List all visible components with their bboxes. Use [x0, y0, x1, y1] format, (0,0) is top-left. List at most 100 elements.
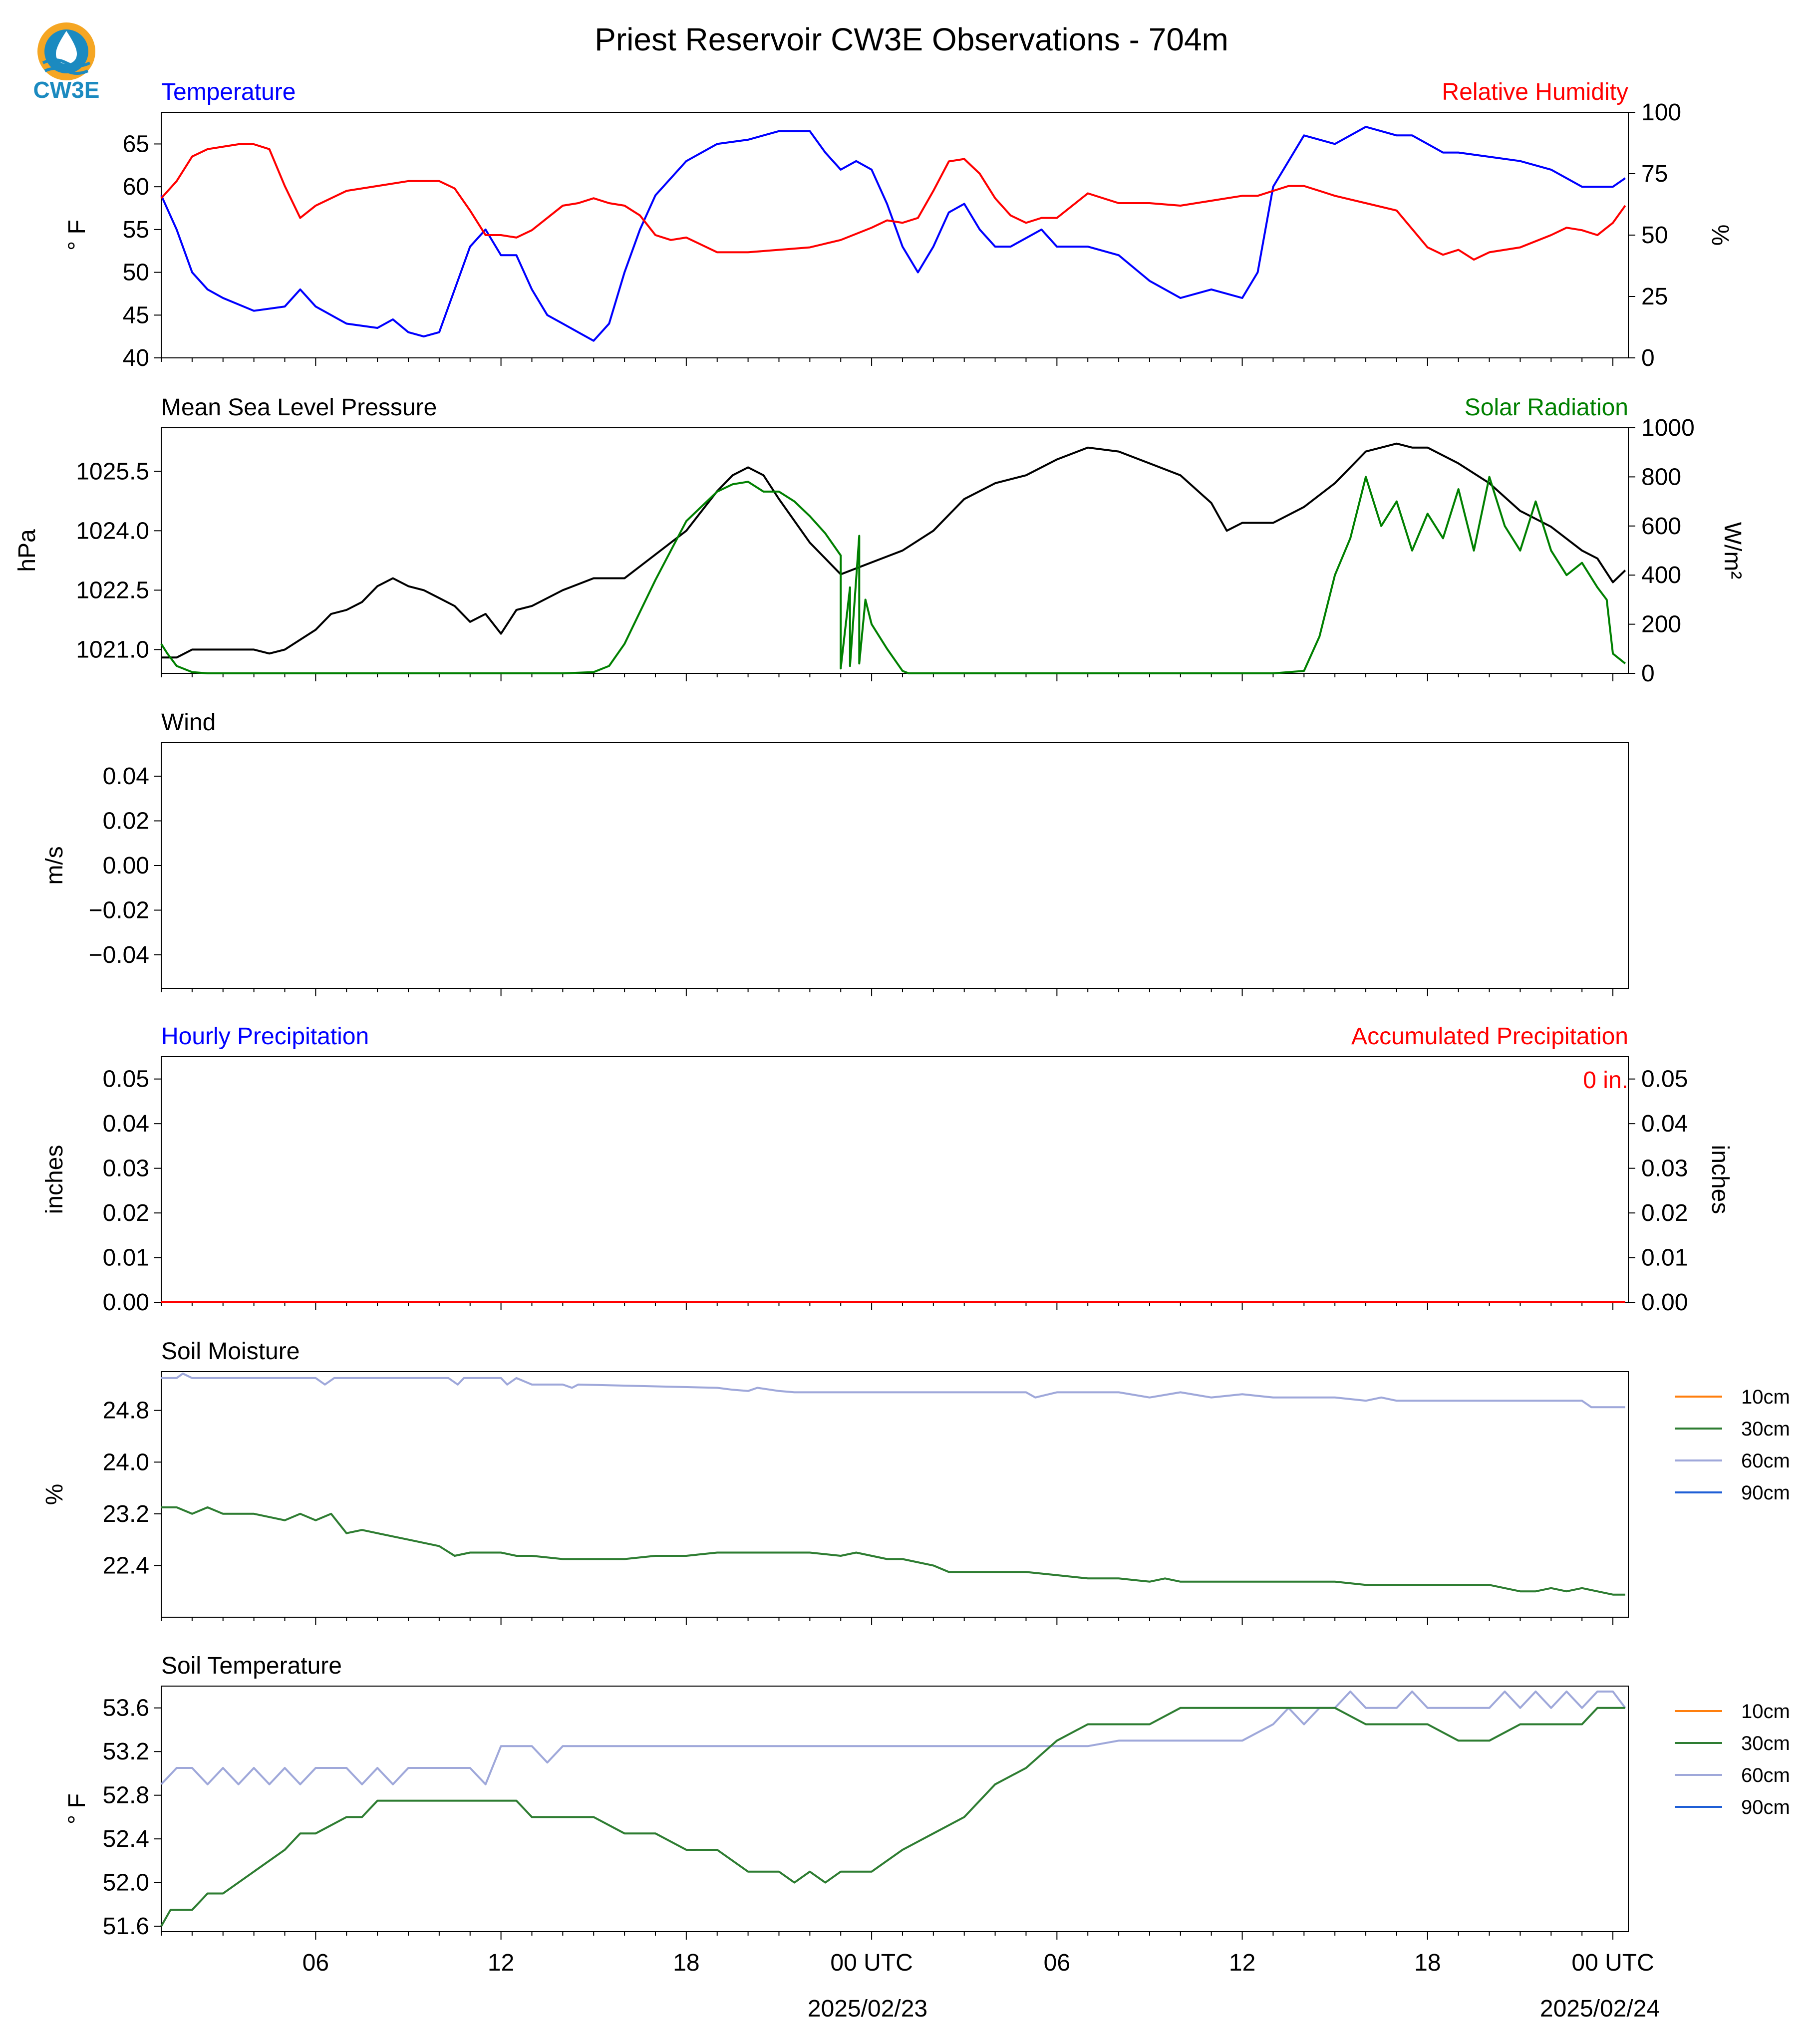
- panel-title-right: Solar Radiation: [1465, 394, 1628, 421]
- x-tick-label: 12: [488, 1950, 514, 1976]
- y-tick-label: 24.8: [103, 1398, 149, 1424]
- legend-label-60cm: 60cm: [1741, 1450, 1790, 1472]
- legend-label-30cm: 30cm: [1741, 1418, 1790, 1440]
- logo-drop-icon: [56, 31, 77, 64]
- y-tick-label-right: 0.05: [1641, 1066, 1688, 1093]
- x-tick-label: 12: [1229, 1950, 1255, 1976]
- x-tick-label: 00 UTC: [830, 1950, 912, 1976]
- panel-title-left: Temperature: [161, 79, 296, 105]
- series-line-soil-30cm: [160, 1707, 1625, 1927]
- panel-mean-sea-level-pressure: Mean Sea Level Pressure Solar Radiation 10…: [14, 394, 1746, 687]
- y-tick-label: 0.00: [103, 853, 149, 879]
- series-line-soil-30cm: [161, 1506, 1625, 1596]
- panel-soil-moisture: Soil Moisture 22.4 23.2 24.0 24.8% 10cm 30cm 60…: [41, 1338, 1790, 1625]
- y-tick-label: 22.4: [103, 1552, 149, 1579]
- panel-frame: [161, 427, 1629, 674]
- x-axis-tick-labels: 06 12 18 00 UTC 06 12 18 00 UTC: [303, 1950, 1654, 1976]
- x-date-label-1: 2025/02/23: [808, 1996, 927, 2022]
- series-line-humidity: [160, 143, 1626, 261]
- y-tick-label: 53.2: [103, 1738, 149, 1765]
- y-tick-label: 0.00: [103, 1289, 149, 1316]
- panel-hourly-precipitation: Hourly Precipitation Accumulated Precipit…: [41, 1023, 1733, 1316]
- legend-label-60cm: 60cm: [1741, 1764, 1790, 1786]
- y-axis-label-left: %: [41, 1484, 68, 1505]
- y-tick-label-right: 800: [1641, 464, 1681, 490]
- y-tick-label: 0.03: [103, 1156, 149, 1182]
- legend-label-10cm: 10cm: [1741, 1701, 1790, 1723]
- y-tick-label: −0.04: [89, 942, 149, 968]
- y-axis-label-right: %: [1707, 225, 1733, 246]
- legend-label-10cm: 10cm: [1741, 1386, 1790, 1408]
- y-tick-label-right: 25: [1641, 284, 1668, 310]
- panel-temperature: Temperature Relative Humidity 40 45 50 55 60 65…: [64, 79, 1733, 371]
- y-tick-label: 0.01: [103, 1245, 149, 1271]
- y-tick-label: 1024.0: [76, 518, 149, 544]
- y-tick-label-right: 600: [1641, 513, 1681, 540]
- legend-label-90cm: 90cm: [1741, 1482, 1790, 1504]
- y-tick-label: 52.0: [103, 1870, 149, 1896]
- y-tick-label-right: 50: [1641, 222, 1668, 249]
- panel-title-right: Accumulated Precipitation: [1351, 1023, 1628, 1050]
- y-tick-label-right: 0: [1641, 660, 1655, 687]
- x-tick-label: 06: [303, 1950, 329, 1976]
- legend-label-90cm: 90cm: [1741, 1796, 1790, 1818]
- panel-soil-temperature: Soil Temperature 51.6 52.0 52.4 52.8 53.2 53.6…: [64, 1653, 1790, 1940]
- y-tick-label-right: 0.03: [1641, 1156, 1688, 1182]
- y-axis-label-right: W/m²: [1719, 522, 1746, 579]
- cw3e-logo: CW3E: [33, 22, 100, 103]
- x-tick-label: 18: [1414, 1950, 1441, 1976]
- y-tick-label: 52.8: [103, 1782, 149, 1809]
- series-line-soil-60cm: [161, 1372, 1625, 1409]
- y-tick-label-right: 100: [1641, 99, 1681, 126]
- panel-title-right: Relative Humidity: [1442, 79, 1628, 105]
- y-tick-label-right: 0.01: [1641, 1245, 1688, 1271]
- y-axis-label-right: inches: [1707, 1145, 1733, 1214]
- panel-title-left: Soil Moisture: [161, 1338, 300, 1365]
- y-axis-label-left: ° F: [64, 220, 90, 251]
- panel-title-left: Mean Sea Level Pressure: [161, 394, 437, 421]
- legend-label-30cm: 30cm: [1741, 1733, 1790, 1754]
- y-tick-label: 0.04: [103, 1111, 149, 1137]
- series-line-solar: [160, 476, 1626, 674]
- y-tick-label: 50: [123, 260, 149, 286]
- chart-panels: Temperature Relative Humidity 40 45 50 55 60 65…: [14, 79, 1790, 1940]
- figure-title: Priest Reservoir CW3E Observations - 704…: [595, 21, 1228, 57]
- y-tick-label: 40: [123, 345, 149, 371]
- series-line-soil-60cm: [160, 1690, 1626, 1785]
- series-line-temperature: [160, 126, 1626, 342]
- y-tick-label: 23.2: [103, 1501, 149, 1527]
- y-tick-label: 0.02: [103, 808, 149, 835]
- y-axis-label-left: inches: [41, 1145, 68, 1214]
- logo-text: CW3E: [33, 77, 100, 103]
- panel-frame: [161, 1371, 1629, 1618]
- accumulated-precip-value: 0 in.: [1583, 1067, 1628, 1094]
- y-tick-label: 1022.5: [76, 577, 149, 603]
- x-tick-label: 06: [1044, 1950, 1070, 1976]
- y-tick-label: 0.04: [103, 763, 149, 790]
- panel-title-left: Hourly Precipitation: [161, 1023, 369, 1050]
- panel-title-left: Soil Temperature: [161, 1653, 342, 1679]
- panel-wind: Wind −0.04 −0.02 0.00 0.02 0.04 m/s: [41, 709, 1629, 996]
- y-tick-label: −0.02: [89, 897, 149, 923]
- y-tick-label: 45: [123, 302, 149, 328]
- panel-title-left: Wind: [161, 709, 216, 736]
- y-tick-label: 51.6: [103, 1913, 149, 1940]
- y-tick-label: 53.6: [103, 1695, 149, 1722]
- y-axis-label-left: ° F: [64, 1793, 90, 1824]
- y-tick-label: 52.4: [103, 1826, 149, 1852]
- y-tick-label-right: 1000: [1641, 415, 1695, 441]
- y-tick-label-right: 400: [1641, 562, 1681, 588]
- y-tick-label-right: 0.02: [1641, 1200, 1688, 1226]
- y-tick-label-right: 0: [1641, 345, 1655, 371]
- y-tick-label: 1025.5: [76, 458, 149, 485]
- y-axis-label-left: hPa: [14, 529, 40, 572]
- y-tick-label-right: 0.00: [1641, 1289, 1688, 1316]
- x-date-label-2: 2025/02/24: [1540, 1996, 1660, 2022]
- y-tick-label: 55: [123, 217, 149, 243]
- y-tick-label-right: 0.04: [1641, 1111, 1688, 1137]
- x-tick-label: 00 UTC: [1571, 1950, 1654, 1976]
- x-tick-label: 18: [673, 1950, 699, 1976]
- y-tick-label-right: 75: [1641, 161, 1668, 187]
